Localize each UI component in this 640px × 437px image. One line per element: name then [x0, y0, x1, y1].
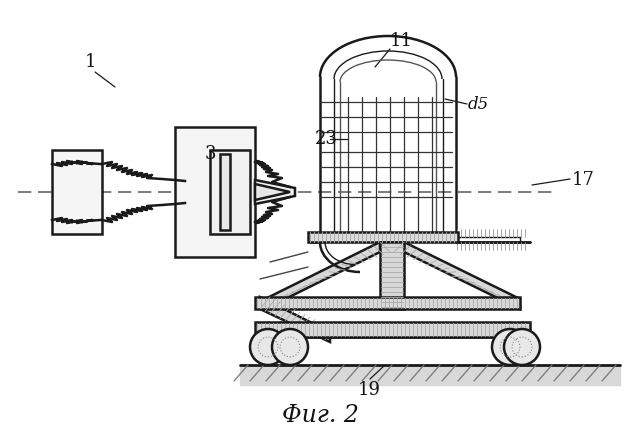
Circle shape [272, 329, 308, 365]
Text: Фиг. 2: Фиг. 2 [282, 403, 358, 427]
Text: 1: 1 [85, 53, 97, 71]
Polygon shape [52, 150, 102, 234]
Text: d5: d5 [468, 96, 489, 113]
Polygon shape [255, 322, 530, 337]
Polygon shape [404, 242, 520, 309]
Text: 11: 11 [390, 32, 413, 50]
Circle shape [504, 329, 540, 365]
Polygon shape [255, 297, 520, 309]
Text: 17: 17 [572, 171, 595, 189]
Polygon shape [265, 242, 380, 309]
Polygon shape [255, 180, 295, 204]
Polygon shape [175, 127, 255, 257]
Text: 19: 19 [358, 381, 381, 399]
Polygon shape [308, 232, 458, 242]
Text: 3: 3 [205, 145, 216, 163]
Polygon shape [220, 154, 230, 230]
Circle shape [492, 329, 528, 365]
Polygon shape [260, 297, 330, 342]
Circle shape [250, 329, 286, 365]
Polygon shape [255, 184, 290, 200]
Polygon shape [210, 150, 250, 234]
Polygon shape [380, 242, 404, 309]
Text: 23: 23 [315, 130, 338, 148]
